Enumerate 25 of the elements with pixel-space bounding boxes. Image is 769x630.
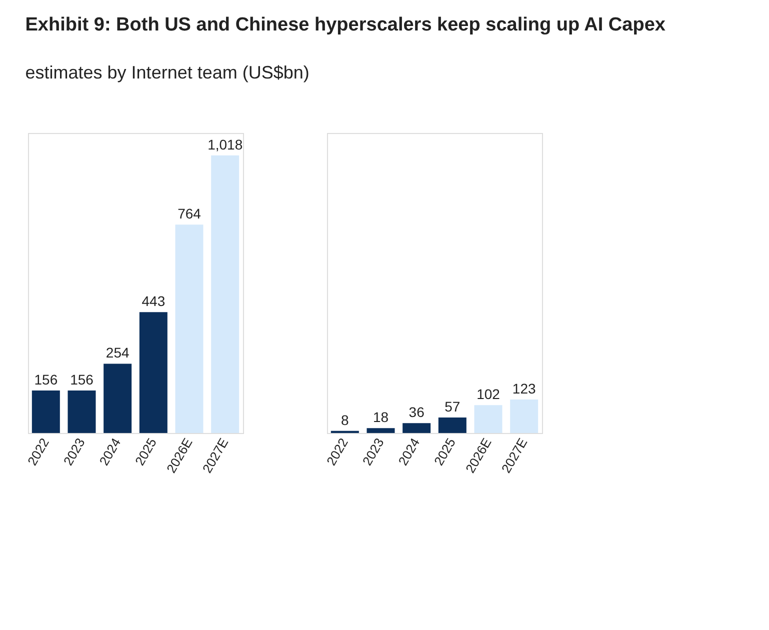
data-label: 764 <box>178 206 202 222</box>
bar <box>211 155 240 433</box>
bar <box>474 405 502 433</box>
bar <box>510 399 538 433</box>
data-label: 57 <box>444 398 460 414</box>
data-label: 156 <box>70 371 94 388</box>
data-label: 123 <box>512 380 536 396</box>
data-label: 102 <box>476 386 500 402</box>
bar <box>104 364 132 433</box>
chart-subtitle: estimates by Internet team (US$bn) <box>25 62 310 82</box>
data-label: 36 <box>408 404 425 420</box>
bar <box>402 423 431 433</box>
bar <box>32 390 60 433</box>
bar <box>438 417 466 433</box>
data-label: 254 <box>106 344 130 361</box>
data-label: 156 <box>34 371 58 388</box>
data-label: 443 <box>142 293 166 310</box>
text: Exhibit 9: Both US and Chinese hyperscalers keep scaling up AI Capex <box>25 14 666 36</box>
data-label: 1,018 <box>208 136 243 152</box>
data-label: 18 <box>372 409 389 426</box>
data-label: 8 <box>341 412 350 428</box>
bar <box>175 224 204 433</box>
bar <box>139 312 168 433</box>
bar <box>68 390 96 433</box>
bar <box>366 428 395 433</box>
